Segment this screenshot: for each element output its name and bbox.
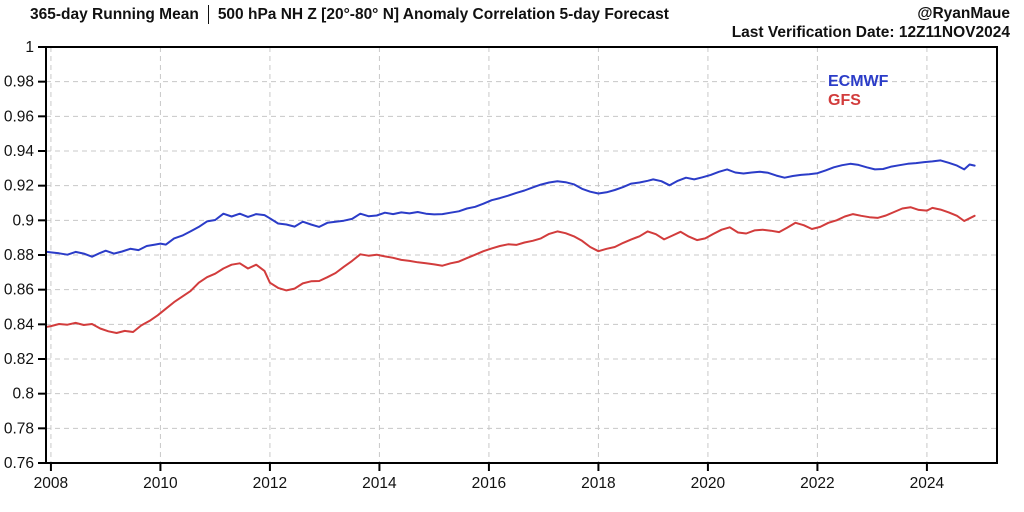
xtick-label-2016: 2016	[472, 475, 506, 492]
chart-legend: ECMWF GFS	[828, 72, 888, 110]
ytick-label-0.94: 0.94	[4, 143, 35, 160]
xtick-label-2022: 2022	[800, 475, 834, 492]
verification-date: Last Verification Date: 12Z11NOV2024	[731, 24, 1010, 41]
ytick-label-1: 1	[25, 39, 34, 56]
gfs-line	[46, 206, 976, 334]
ytick-label-0.9: 0.9	[12, 212, 34, 229]
xtick-label-2020: 2020	[691, 475, 726, 492]
ytick-label-0.78: 0.78	[4, 420, 34, 437]
chart-title: 365-day Running Mean 500 hPa NH Z [20°-8…	[30, 5, 669, 24]
xtick-label-2010: 2010	[143, 475, 178, 492]
ytick-label-0.8: 0.8	[12, 386, 34, 403]
xtick-label-2012: 2012	[253, 475, 287, 492]
legend-label-ecmwf: ECMWF	[828, 73, 889, 90]
ytick-label-0.84: 0.84	[4, 316, 35, 333]
ytick-label-0.98: 0.98	[4, 74, 34, 91]
xtick-label-2024: 2024	[910, 475, 945, 492]
xtick-label-2014: 2014	[362, 475, 397, 492]
ytick-label-0.86: 0.86	[4, 282, 34, 299]
xtick-label-2018: 2018	[581, 475, 615, 492]
chart-title-left: 365-day Running Mean	[30, 5, 199, 23]
xtick-label-2008: 2008	[34, 475, 68, 492]
ecmwf-line	[46, 159, 976, 258]
ytick-label-0.96: 0.96	[4, 108, 34, 125]
attribution: @RyanMaue	[917, 5, 1010, 22]
legend-item-ecmwf: ECMWF	[828, 72, 888, 91]
title-divider	[207, 5, 209, 24]
ytick-label-0.88: 0.88	[4, 247, 34, 264]
ytick-label-0.82: 0.82	[4, 351, 34, 368]
ytick-label-0.76: 0.76	[4, 455, 34, 472]
chart-title-right: 500 hPa NH Z [20°-80° N] Anomaly Correla…	[217, 5, 669, 23]
ytick-label-0.92: 0.92	[4, 178, 34, 195]
legend-item-gfs: GFS	[828, 91, 888, 110]
legend-label-gfs: GFS	[828, 92, 861, 109]
